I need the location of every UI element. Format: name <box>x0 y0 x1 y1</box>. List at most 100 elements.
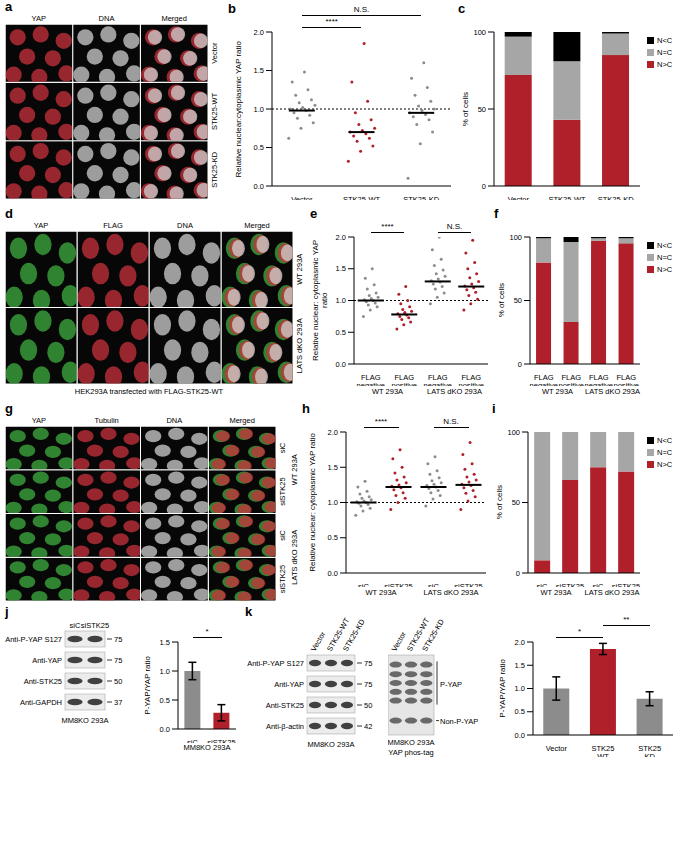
svg-text:75: 75 <box>114 656 122 665</box>
svg-text:STK25-WT: STK25-WT <box>548 195 586 200</box>
svg-text:FLAGnegative: FLAGnegative <box>585 373 613 386</box>
svg-text:50: 50 <box>512 498 520 507</box>
svg-text:0.5: 0.5 <box>160 696 170 705</box>
svg-text:siC: siC <box>537 582 548 587</box>
svg-text:Vector: Vector <box>546 744 568 753</box>
svg-text:HEK293A transfected with FLAG-: HEK293A transfected with FLAG-STK25-WT <box>75 387 224 396</box>
svg-text:STK25-KD: STK25-KD <box>403 195 439 200</box>
svg-text:0.0: 0.0 <box>160 725 170 734</box>
svg-text:0.5: 0.5 <box>336 328 346 337</box>
svg-text:WT 293A: WT 293A <box>295 254 304 285</box>
svg-text:MM8KO 293A: MM8KO 293A <box>61 716 108 725</box>
svg-text:0: 0 <box>516 569 520 578</box>
svg-text:75: 75 <box>114 635 122 644</box>
svg-text:Tubulin: Tubulin <box>94 416 118 425</box>
svg-text:100: 100 <box>507 428 520 437</box>
svg-text:siC: siC <box>187 738 198 743</box>
svg-text:Merged: Merged <box>229 416 254 425</box>
svg-text:YAP phos-tag: YAP phos-tag <box>388 748 434 757</box>
svg-text:STK25-KD: STK25-KD <box>420 617 446 653</box>
svg-text:50: 50 <box>114 677 122 686</box>
svg-text:2.0: 2.0 <box>336 233 346 242</box>
svg-text:2.0: 2.0 <box>515 638 525 647</box>
svg-text:siSTK25: siSTK25 <box>384 582 412 587</box>
svg-text:0.0: 0.0 <box>328 569 338 578</box>
svg-text:siSTK25: siSTK25 <box>454 582 482 587</box>
svg-text:42: 42 <box>364 722 372 731</box>
svg-text:Anti-YAP: Anti-YAP <box>274 680 304 689</box>
svg-text:MM8KO 293A: MM8KO 293A <box>388 738 435 747</box>
svg-text:Non-P-YAP: Non-P-YAP <box>440 717 478 726</box>
svg-text:100: 100 <box>509 233 522 242</box>
svg-text:DNA: DNA <box>177 221 193 230</box>
svg-text:STK25-WT: STK25-WT <box>210 93 219 131</box>
svg-text:FLAGpositive: FLAGpositive <box>614 373 639 386</box>
svg-text:1.5: 1.5 <box>336 264 346 273</box>
svg-text:FLAGnegative: FLAGnegative <box>357 373 385 386</box>
svg-text:P-YAP: P-YAP <box>440 680 462 689</box>
svg-text:DNA: DNA <box>166 416 182 425</box>
svg-text:STK25-KD: STK25-KD <box>210 151 219 187</box>
svg-text:1.0: 1.0 <box>336 296 346 305</box>
svg-text:50: 50 <box>478 105 486 114</box>
svg-text:Anti-STK25: Anti-STK25 <box>24 677 62 686</box>
svg-text:1.5: 1.5 <box>328 463 338 472</box>
svg-text:siC: siC <box>70 621 81 630</box>
svg-text:0.5: 0.5 <box>254 143 264 152</box>
svg-text:Vector: Vector <box>291 195 313 200</box>
svg-text:1.0: 1.0 <box>515 684 525 693</box>
svg-text:2.0: 2.0 <box>328 428 338 437</box>
svg-text:Anti-P-YAP S127: Anti-P-YAP S127 <box>247 659 304 668</box>
svg-text:2.0: 2.0 <box>254 28 264 37</box>
svg-text:1.5: 1.5 <box>254 66 264 75</box>
svg-text:0.5: 0.5 <box>515 707 525 716</box>
svg-text:1.0: 1.0 <box>160 667 170 676</box>
svg-text:siC: siC <box>428 582 439 587</box>
svg-text:siSTK25: siSTK25 <box>556 582 584 587</box>
svg-text:STK25KD: STK25KD <box>638 744 661 757</box>
svg-text:siC: siC <box>278 442 287 453</box>
svg-text:1.0: 1.0 <box>254 105 264 114</box>
svg-text:MM8KO 293A: MM8KO 293A <box>307 740 354 749</box>
svg-text:1.5: 1.5 <box>515 661 525 670</box>
svg-text:0.0: 0.0 <box>515 731 525 740</box>
svg-text:50: 50 <box>364 701 372 710</box>
svg-text:siSTK25: siSTK25 <box>207 738 235 743</box>
svg-text:siSTK25: siSTK25 <box>612 582 640 587</box>
svg-text:STK25WT: STK25WT <box>592 744 615 757</box>
svg-text:1.0: 1.0 <box>328 498 338 507</box>
svg-text:0.0: 0.0 <box>336 360 346 369</box>
svg-text:100: 100 <box>473 28 486 37</box>
svg-text:37: 37 <box>114 698 122 707</box>
svg-text:0: 0 <box>518 360 522 369</box>
svg-text:50: 50 <box>514 296 522 305</box>
svg-text:Anti-STK25: Anti-STK25 <box>266 701 304 710</box>
svg-text:75: 75 <box>364 680 372 689</box>
svg-text:LATS dKO 293A: LATS dKO 293A <box>290 530 299 585</box>
svg-text:siC: siC <box>593 582 604 587</box>
svg-text:FLAGpositive: FLAGpositive <box>392 373 417 386</box>
svg-text:Merged: Merged <box>244 221 269 230</box>
svg-text:0: 0 <box>482 182 486 191</box>
svg-text:DNA: DNA <box>99 14 115 23</box>
svg-text:0.5: 0.5 <box>328 533 338 542</box>
svg-text:LATS dKO 293A: LATS dKO 293A <box>295 318 304 373</box>
svg-text:Vector: Vector <box>210 42 219 64</box>
svg-text:Anti-YAP: Anti-YAP <box>32 656 62 665</box>
svg-text:siSTK25: siSTK25 <box>81 621 109 630</box>
svg-text:WT 293A: WT 293A <box>290 454 299 485</box>
svg-text:Anti-GAPDH: Anti-GAPDH <box>20 698 62 707</box>
svg-text:siSTK25: siSTK25 <box>278 477 287 505</box>
svg-text:FLAGpositive: FLAGpositive <box>559 373 584 386</box>
svg-text:siSTK25: siSTK25 <box>278 565 287 593</box>
svg-text:Vector: Vector <box>508 195 530 200</box>
svg-text:YAP: YAP <box>32 14 46 23</box>
svg-text:YAP: YAP <box>34 221 48 230</box>
svg-text:siC: siC <box>358 582 369 587</box>
svg-text:siC: siC <box>278 529 287 540</box>
svg-text:Anti-P-YAP S127: Anti-P-YAP S127 <box>8 635 62 644</box>
svg-text:0.0: 0.0 <box>254 182 264 191</box>
svg-text:STK25-KD: STK25-KD <box>341 617 367 653</box>
svg-text:FLAGpositive: FLAGpositive <box>459 373 484 386</box>
svg-text:75: 75 <box>364 659 372 668</box>
